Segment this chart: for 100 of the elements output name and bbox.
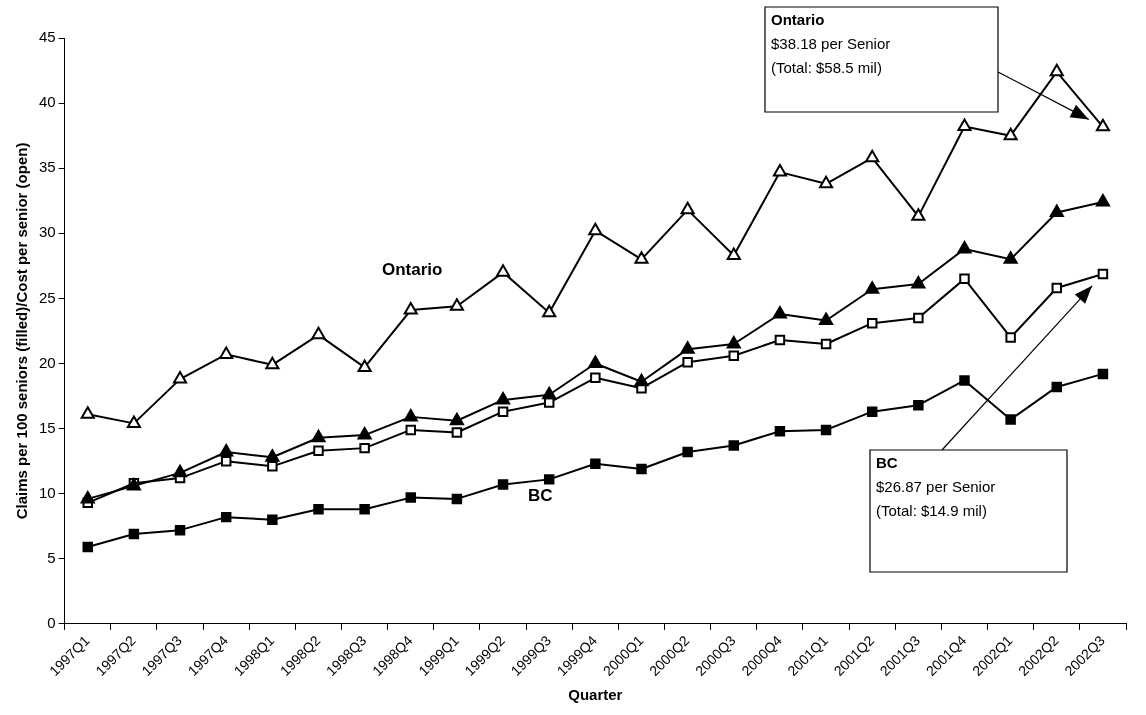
point: [80, 406, 95, 419]
point: [774, 425, 786, 437]
point: [451, 427, 463, 438]
point: [405, 424, 417, 436]
point: [174, 524, 186, 536]
annotation: BC: [528, 486, 553, 506]
point: [819, 175, 834, 189]
point: [542, 304, 557, 318]
point: [451, 493, 463, 505]
point: [80, 490, 95, 504]
point: [957, 240, 972, 254]
point: [1005, 332, 1016, 343]
point: [588, 355, 603, 368]
y-tick-label: 10: [39, 483, 56, 501]
point: [866, 406, 878, 417]
point: [957, 118, 972, 132]
point: [1095, 194, 1110, 207]
point: [913, 399, 924, 411]
point: [495, 264, 511, 277]
point: [359, 504, 370, 515]
point: [403, 302, 418, 315]
point: [728, 440, 740, 451]
point: [772, 306, 787, 319]
point: [911, 276, 926, 289]
point: [959, 273, 970, 285]
point: [172, 464, 188, 478]
point: [543, 474, 555, 485]
point: [774, 334, 786, 346]
y-tick-label: 30: [39, 223, 56, 241]
point: [82, 541, 93, 553]
point: [866, 317, 878, 329]
point: [1003, 127, 1018, 141]
point: [682, 446, 693, 458]
point: [495, 391, 511, 405]
point: [265, 356, 280, 370]
point: [772, 164, 787, 177]
point: [588, 222, 603, 236]
point: [913, 312, 924, 324]
y-tick-label: 5: [47, 548, 56, 566]
y-tick-label: 20: [39, 353, 56, 371]
point: [313, 445, 324, 456]
point: [267, 514, 278, 525]
point: [726, 247, 741, 260]
y-axis-title: Claims per 100 seniors (filled)/Cost per senior (open): [13, 142, 31, 520]
point: [682, 356, 693, 368]
point: [590, 458, 601, 469]
point: [219, 444, 234, 457]
point: [680, 341, 695, 354]
point: [128, 528, 140, 540]
point: [497, 479, 509, 490]
point: [634, 251, 649, 264]
y-tick-label: 15: [39, 418, 56, 436]
point: [359, 442, 370, 454]
point: [311, 429, 326, 443]
point: [1049, 63, 1064, 77]
point: [726, 335, 741, 349]
point: [267, 461, 278, 472]
point: [449, 298, 464, 311]
point: [680, 201, 695, 215]
point: [126, 415, 141, 428]
point: [865, 149, 880, 163]
point: [265, 449, 280, 462]
point: [590, 372, 601, 384]
point: [219, 346, 234, 359]
annotation: Ontario $38.18 per Senior (Total: $58.5 mil): [771, 10, 891, 76]
point: [819, 312, 834, 326]
y-tick-label: 35: [39, 158, 56, 176]
point: [1051, 381, 1063, 393]
point: [220, 511, 232, 523]
point: [634, 373, 649, 387]
y-tick-label: 25: [39, 288, 56, 306]
point: [820, 424, 832, 436]
point: [1049, 204, 1064, 217]
point: [1005, 414, 1016, 425]
point: [1051, 282, 1063, 294]
annotation: BC $26.87 per Senior (Total: $14.9 mil): [876, 453, 996, 519]
point: [357, 359, 372, 372]
point: [542, 386, 557, 400]
point: [1097, 268, 1109, 280]
point: [636, 463, 647, 475]
point: [911, 208, 926, 221]
point: [820, 338, 832, 350]
y-tick-label: 45: [39, 28, 56, 46]
y-tick-label: 40: [39, 93, 56, 111]
point: [172, 371, 188, 384]
point: [865, 281, 880, 294]
annotation: Ontario: [382, 260, 443, 280]
point: [449, 412, 464, 426]
point: [313, 504, 324, 515]
point: [1095, 118, 1110, 132]
point: [403, 408, 418, 422]
point: [497, 406, 509, 417]
point: [311, 326, 326, 340]
point: [1097, 368, 1109, 380]
point: [357, 427, 372, 440]
point: [959, 375, 970, 386]
point: [1003, 251, 1018, 264]
point: [405, 492, 417, 503]
y-tick-label: 0: [47, 614, 56, 632]
point: [728, 350, 740, 361]
